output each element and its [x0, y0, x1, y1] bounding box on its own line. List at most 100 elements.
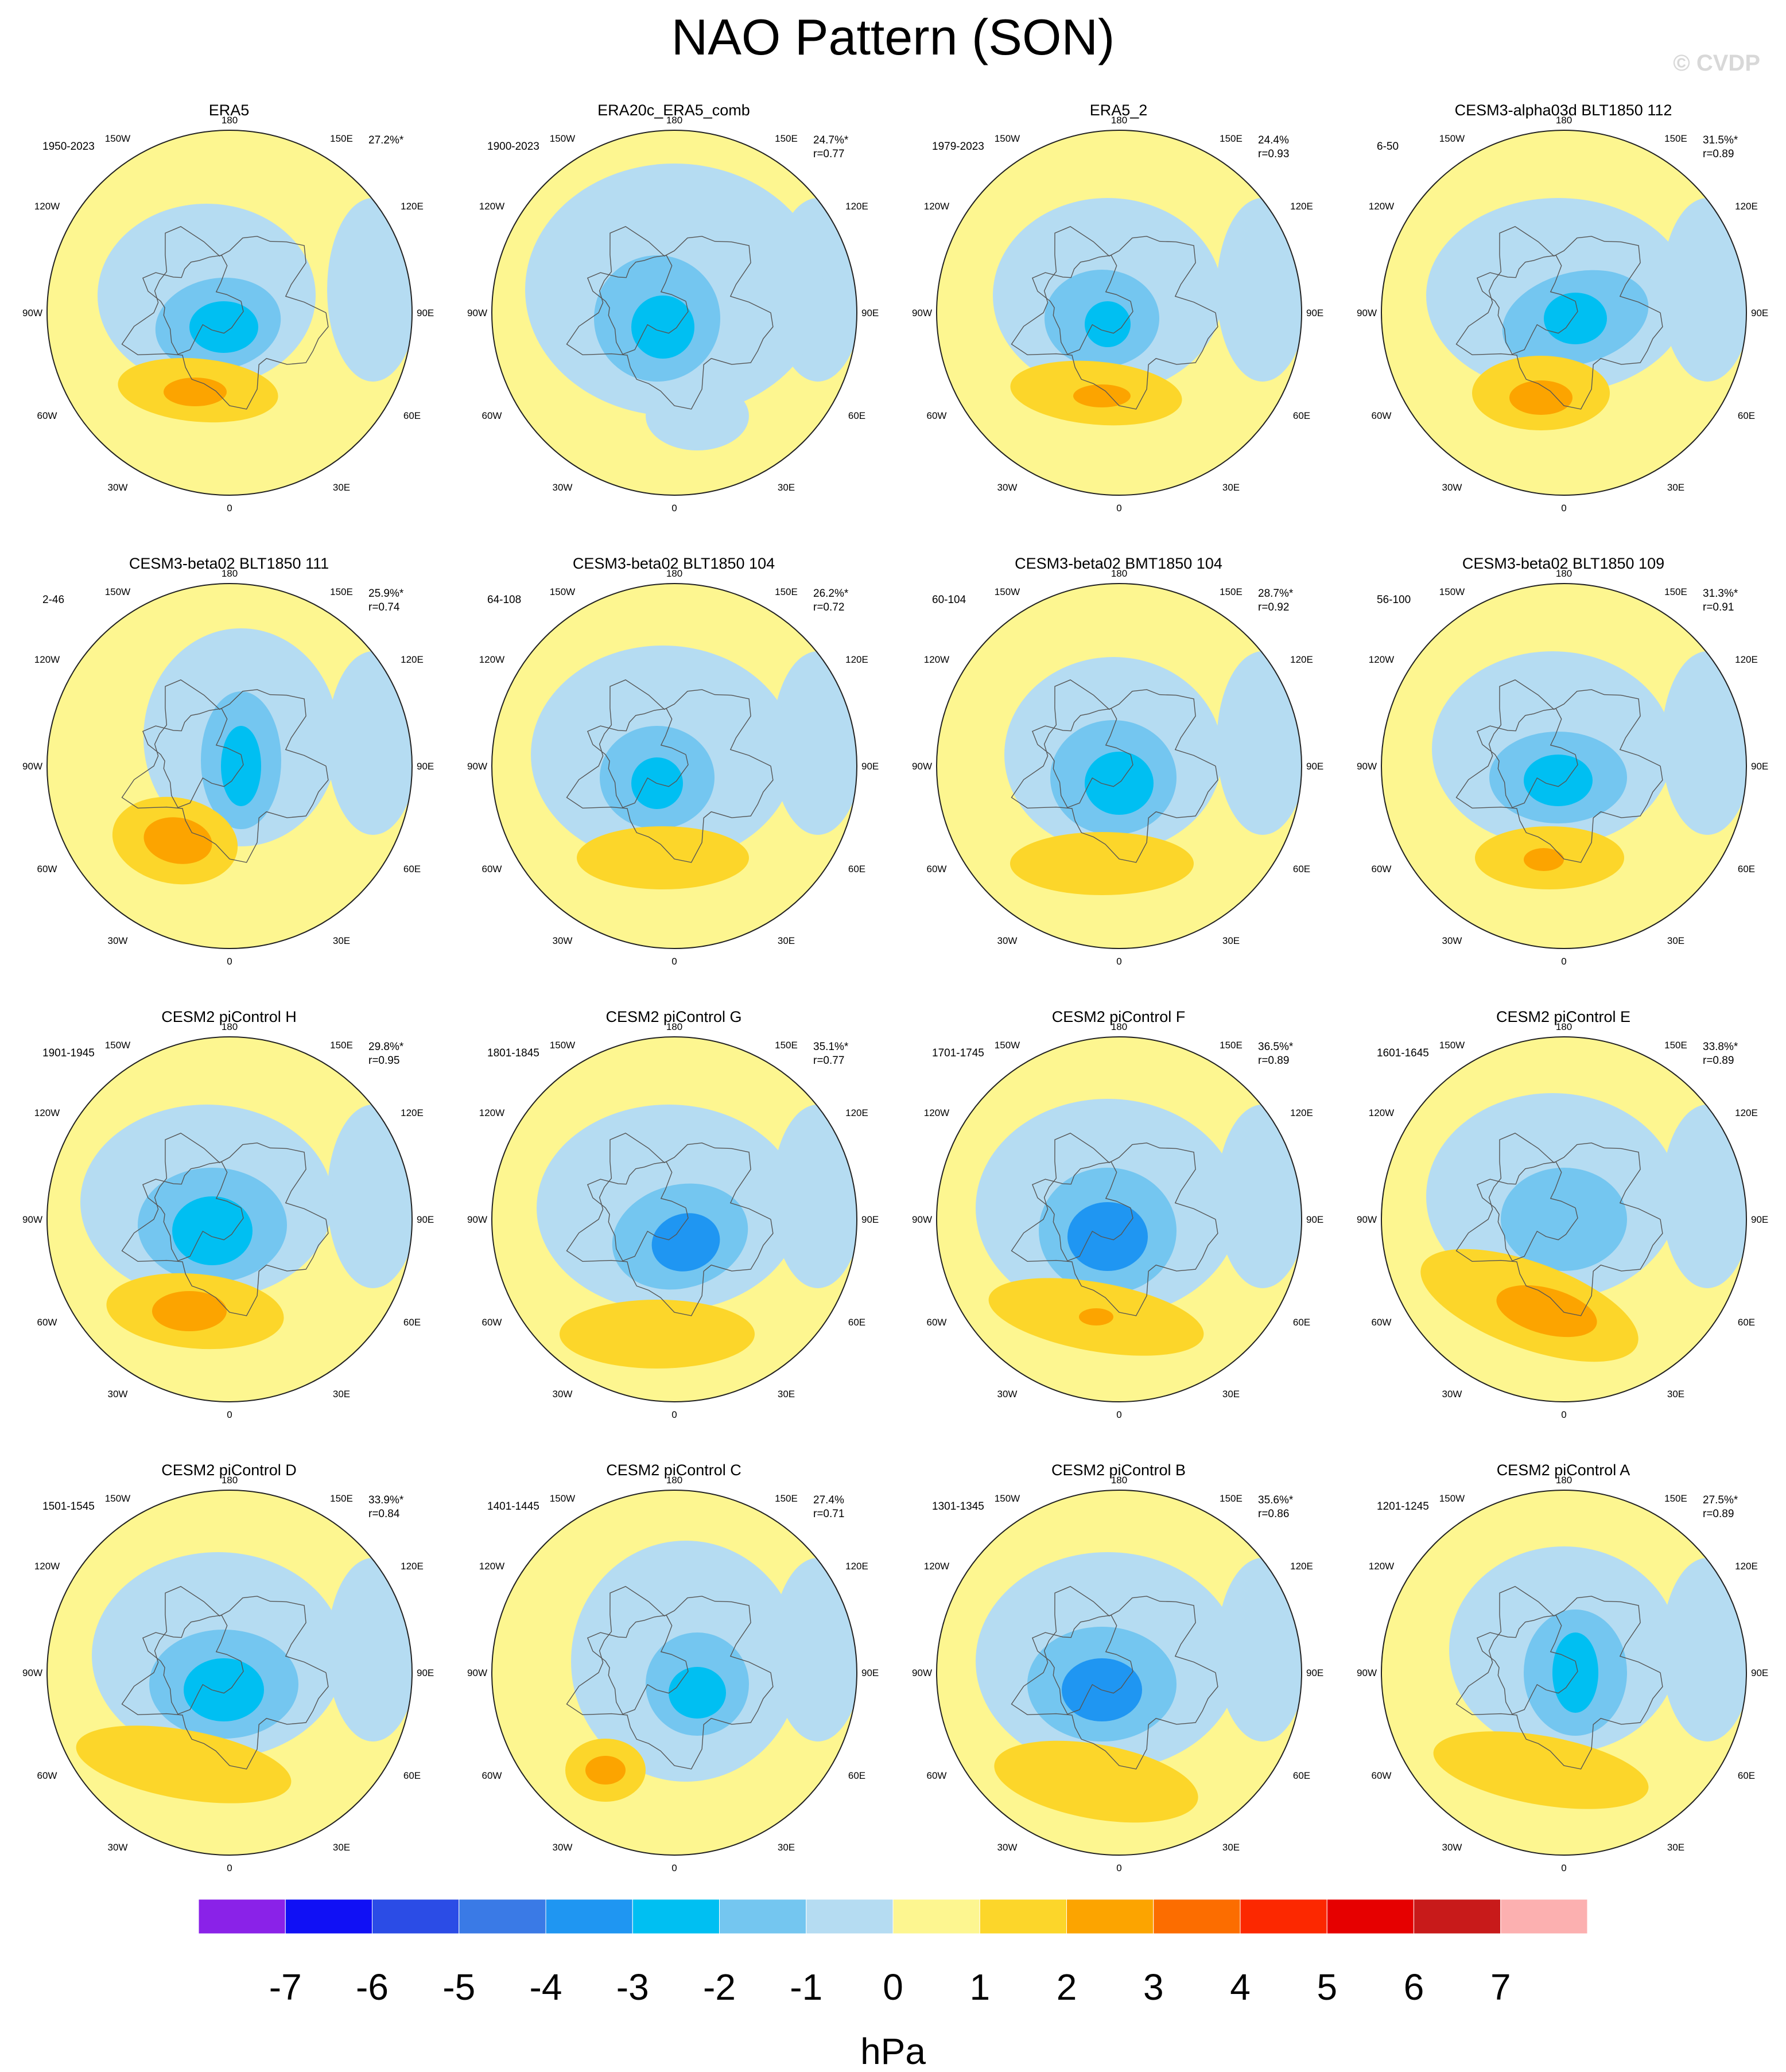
explained-variance: 27.4% — [813, 1494, 844, 1506]
map-panel: CESM3-beta02 BLT1850 104 64-108 26.2%* r=0.… — [451, 554, 897, 1007]
polar-map: 180 0 150W 150E 120W 120E 90W 90E 60W 60E 30W 30E — [22, 1475, 434, 1873]
anomaly-contour — [585, 1756, 626, 1785]
map-panel: ERA5_2 1979-2023 24.4% r=0.93 180 0 150W 150E 12… — [895, 100, 1342, 554]
longitude-label: 30E — [1667, 935, 1684, 946]
panel-title: ERA5_2 — [1089, 102, 1148, 119]
map-panel: CESM2 piControl D 1501-1545 33.9%* r=0.84 18… — [6, 1460, 452, 1914]
anomaly-contour — [1496, 1285, 1597, 1338]
explained-variance: 33.9%* — [368, 1494, 404, 1506]
longitude-label: 0 — [1116, 956, 1121, 967]
coastline — [121, 1133, 329, 1316]
map-border — [936, 583, 1302, 949]
anomaly-contour — [184, 1658, 264, 1721]
longitude-label: 90E — [1751, 1667, 1768, 1678]
pattern-correlation: r=0.95 — [368, 1055, 400, 1067]
longitude-label: 90E — [861, 1667, 879, 1678]
polar-map: 180 0 150W 150E 120W 120E 90W 90E 60W 60E 30W 30E — [467, 1021, 879, 1420]
longitude-label: 90E — [861, 761, 879, 772]
pattern-correlation: r=0.89 — [1258, 1055, 1290, 1067]
colorbar-tick-label: 7 — [1490, 1966, 1511, 2008]
longitude-label: 60W — [37, 1770, 57, 1781]
longitude-label: 180 — [1556, 1475, 1572, 1486]
map-panel: CESM3-beta02 BMT1850 104 60-104 28.7%* r=0.… — [895, 554, 1342, 1007]
longitude-label: 0 — [227, 1863, 232, 1873]
longitude-label: 150E — [775, 1493, 798, 1504]
longitude-label: 60W — [482, 1317, 502, 1328]
colorbar-swatch — [806, 1899, 894, 1934]
anomaly-contour — [1217, 1558, 1302, 1741]
longitude-label: 120W — [1369, 1107, 1394, 1118]
colorbar-tick-label: 2 — [1057, 1966, 1077, 2008]
map-border — [1381, 130, 1747, 496]
polar-map: 180 0 150W 150E 120W 120E 90W 90E 60W 60E 30W 30E — [1357, 115, 1768, 514]
coastline — [1031, 1161, 1133, 1262]
coastline — [587, 255, 689, 355]
colorbar-swatch — [979, 1899, 1067, 1934]
anomaly-contour — [327, 651, 412, 835]
longitude-label: 150W — [105, 1493, 130, 1504]
longitude-label: 90W — [22, 1667, 42, 1678]
polar-map: 180 0 150W 150E 120W 120E 90W 90E 60W 60E 30W 30E — [22, 1021, 434, 1420]
colorbar-tick-label: 5 — [1317, 1966, 1337, 2008]
coastline — [587, 1615, 689, 1715]
longitude-label: 120E — [401, 1107, 424, 1118]
map-panel: CESM2 piControl H 1901-1945 29.8%* r=0.95 18… — [6, 1007, 452, 1460]
longitude-label: 30W — [108, 1389, 128, 1400]
longitude-label: 60W — [37, 864, 57, 874]
longitude-label: 120E — [845, 201, 868, 212]
longitude-label: 90E — [1751, 1214, 1768, 1225]
longitude-label: 150W — [1439, 133, 1465, 144]
polar-map: 180 0 150W 150E 120W 120E 90W 90E 60W 60E 30W 30E — [467, 1475, 879, 1873]
longitude-label: 180 — [666, 1475, 682, 1486]
longitude-label: 30E — [1222, 1389, 1240, 1400]
longitude-label: 180 — [666, 115, 682, 126]
longitude-label: 0 — [1116, 1409, 1121, 1420]
map-border — [491, 1036, 857, 1402]
panel-period: 1901-1945 — [42, 1047, 95, 1059]
explained-variance: 27.5%* — [1703, 1494, 1738, 1506]
longitude-label: 120E — [1290, 1107, 1313, 1118]
longitude-label: 90W — [22, 761, 42, 772]
longitude-label: 90W — [22, 1214, 42, 1225]
map-panel: ERA5 1950-2023 27.2%* 180 0 150W 150E 120W 120E 9… — [6, 100, 452, 554]
longitude-label: 90E — [417, 1667, 434, 1678]
panel-stats: 33.8%* r=0.89 — [1703, 1040, 1738, 1068]
pattern-correlation: r=0.91 — [1703, 601, 1734, 613]
panel-title: CESM2 piControl H — [161, 1008, 297, 1025]
panel-stats: 29.8%* r=0.95 — [368, 1040, 403, 1068]
map-border — [1381, 1490, 1747, 1856]
panel-title: CESM2 piControl C — [606, 1461, 741, 1479]
longitude-label: 120W — [34, 1561, 60, 1572]
coastline — [587, 708, 689, 808]
coastline — [566, 226, 774, 410]
longitude-label: 90E — [417, 308, 434, 318]
colorbar-tick-label: -5 — [442, 1966, 475, 2008]
longitude-label: 90E — [1751, 761, 1768, 772]
explained-variance: 33.8%* — [1703, 1041, 1738, 1053]
longitude-label: 30W — [997, 1842, 1018, 1853]
map-border — [936, 130, 1302, 496]
longitude-label: 0 — [671, 503, 677, 514]
explained-variance: 24.4% — [1258, 134, 1289, 146]
coastline — [142, 708, 244, 808]
anomaly-contour — [1217, 651, 1302, 835]
watermark: © CVDP — [1673, 50, 1760, 76]
longitude-label: 60E — [848, 1770, 865, 1781]
pattern-correlation: r=0.77 — [813, 148, 845, 160]
longitude-label: 120W — [1369, 201, 1394, 212]
pattern-correlation: r=0.86 — [1258, 1508, 1290, 1520]
pattern-correlation: r=0.77 — [813, 1055, 845, 1067]
coastline — [1011, 1133, 1218, 1316]
longitude-label: 120W — [34, 654, 60, 665]
anomaly-contour — [1501, 1168, 1627, 1271]
colorbar-swatch — [1153, 1899, 1241, 1934]
longitude-label: 0 — [1561, 956, 1566, 967]
longitude-label: 120W — [924, 654, 949, 665]
panel-stats: 33.9%* r=0.84 — [368, 1494, 403, 1521]
pattern-correlation: r=0.89 — [1703, 148, 1734, 160]
colorbar-tick-label: 1 — [969, 1966, 990, 2008]
anomaly-contour — [1217, 1105, 1302, 1288]
explained-variance: 28.7%* — [1258, 588, 1294, 600]
longitude-label: 0 — [1116, 503, 1121, 514]
longitude-label: 60E — [1293, 1317, 1310, 1328]
